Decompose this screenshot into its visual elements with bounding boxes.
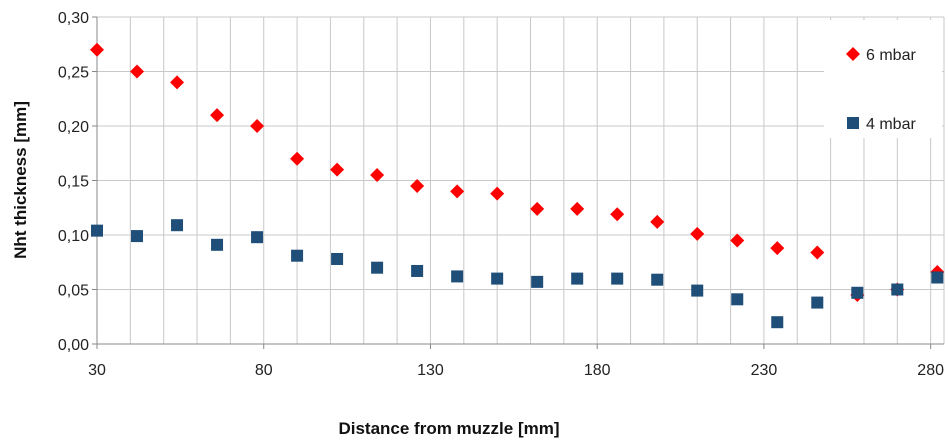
data-point (170, 75, 185, 90)
data-point (810, 245, 825, 260)
data-point (291, 249, 304, 262)
data-point (691, 284, 704, 297)
data-point (731, 293, 744, 306)
x-tick-label: 130 (417, 362, 444, 379)
data-point (130, 64, 145, 79)
y-tick-label: 0,10 (58, 228, 89, 245)
x-tick-label: 30 (88, 362, 106, 379)
data-point (651, 273, 664, 286)
y-tick-label: 0,30 (58, 10, 89, 27)
x-tick-label: 180 (584, 362, 611, 379)
data-point (811, 296, 824, 309)
y-tick-label: 0,00 (58, 337, 89, 354)
data-point (331, 252, 344, 265)
data-point (650, 214, 665, 229)
data-point (851, 286, 864, 299)
y-tick-label: 0,05 (58, 283, 89, 300)
data-point (770, 241, 785, 256)
y-tick-label: 0,20 (58, 119, 89, 136)
data-point (171, 219, 184, 232)
data-point (931, 271, 944, 284)
series-square (91, 219, 944, 329)
data-point (690, 226, 705, 241)
legend-label: 6 mbar (866, 47, 916, 64)
data-point (530, 201, 545, 216)
x-tick-label: 80 (255, 362, 273, 379)
legend-label: 4 mbar (866, 116, 916, 133)
data-point (410, 178, 425, 193)
x-tick-label: 230 (751, 362, 778, 379)
data-point (370, 168, 385, 183)
data-point (730, 233, 745, 248)
x-tick-label: 280 (917, 362, 944, 379)
data-point (290, 151, 305, 166)
y-tick-label: 0,15 (58, 174, 89, 191)
data-point (330, 162, 345, 177)
legend-box (824, 20, 942, 138)
data-point (211, 238, 224, 251)
y-tick-label: 0,25 (58, 65, 89, 82)
data-point (450, 184, 465, 199)
data-point (531, 275, 544, 288)
axes: 0,00 0,05 0,10 0,15 0,20 0,25 0,30 30 80 130 180 23… (58, 10, 944, 379)
legend-marker (846, 47, 860, 61)
grid (96, 16, 945, 345)
data-point (210, 108, 225, 123)
data-point (491, 272, 504, 285)
y-axis-title: Nht thickness [mm] (11, 101, 30, 259)
x-axis-title: Distance from muzzle [mm] (338, 419, 559, 438)
data-point (451, 270, 464, 283)
data-point (251, 231, 264, 244)
data-point (571, 272, 584, 285)
data-point (611, 272, 624, 285)
series (90, 42, 945, 329)
series-diamond (90, 42, 945, 302)
data-point (411, 264, 424, 277)
legend-background (824, 20, 942, 138)
data-point (610, 207, 625, 222)
data-point (90, 42, 104, 57)
data-point (490, 186, 505, 201)
data-point (891, 283, 904, 296)
data-point (91, 224, 103, 237)
data-point (250, 119, 265, 133)
legend: 6 mbar 4 mbar (846, 47, 916, 133)
data-point (771, 316, 784, 329)
data-point (570, 201, 585, 216)
data-point (131, 230, 144, 243)
legend-marker (847, 117, 859, 129)
data-point (371, 261, 384, 274)
